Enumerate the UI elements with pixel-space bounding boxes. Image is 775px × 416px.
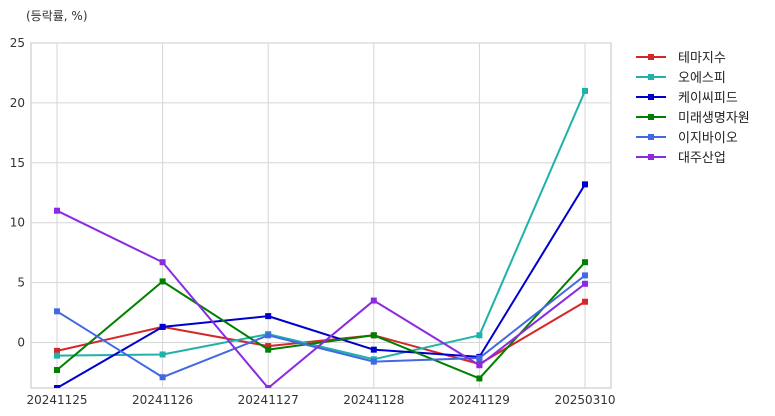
data-point <box>582 181 588 188</box>
data-point <box>159 259 166 266</box>
legend-swatch-marker <box>648 94 654 100</box>
series-line <box>56 261 586 380</box>
data-point <box>54 347 60 354</box>
x-tick-label: 20250310 <box>554 393 615 407</box>
legend-label: 대주산업 <box>678 151 726 166</box>
data-point <box>476 355 483 362</box>
data-point <box>370 358 377 365</box>
x-tick-label: 20241125 <box>26 393 87 407</box>
series-6 <box>54 207 588 388</box>
data-point <box>582 259 588 266</box>
data-point <box>54 385 60 388</box>
data-point <box>370 332 377 339</box>
data-point <box>54 367 60 374</box>
y-tick-label: 0 <box>17 335 25 349</box>
data-point <box>54 308 60 315</box>
legend-swatch-marker <box>648 154 654 160</box>
data-point <box>265 346 272 353</box>
data-point <box>159 278 166 285</box>
data-point <box>54 207 60 214</box>
y-tick-label: 25 <box>10 36 25 50</box>
series-4 <box>54 259 588 382</box>
series-line <box>56 209 586 388</box>
data-point <box>476 332 483 339</box>
series-lines <box>54 87 588 388</box>
data-point <box>582 87 588 94</box>
legend-label: 오에스피 <box>678 71 726 86</box>
series-5 <box>54 272 588 381</box>
x-tick-label: 20241126 <box>132 393 193 407</box>
data-point <box>265 385 272 388</box>
legend-label: 이지바이오 <box>678 131 738 146</box>
data-point <box>370 297 377 304</box>
y-tick-label: 10 <box>10 216 25 230</box>
data-point <box>159 323 166 330</box>
x-tick-label: 20241127 <box>238 393 299 407</box>
data-point <box>265 343 272 350</box>
axes: 0 5 10 15 20 25 20241125 20241126 20241127 202411… <box>10 36 616 407</box>
data-point <box>54 352 60 359</box>
data-point <box>265 332 272 339</box>
data-point <box>265 313 272 320</box>
legend-swatch-marker <box>648 54 654 60</box>
x-tick-label: 20241129 <box>449 393 510 407</box>
data-point <box>476 362 483 369</box>
y-axis-label: (등락률, %) <box>26 9 88 23</box>
data-point <box>370 346 377 353</box>
legend-swatch-marker <box>648 74 654 80</box>
legend-label: 미래생명자원 <box>678 111 750 126</box>
y-tick-label: 15 <box>10 156 25 170</box>
legend-swatch-marker <box>648 114 654 120</box>
data-point <box>582 272 588 279</box>
data-point <box>159 351 166 358</box>
y-tick-label: 5 <box>17 276 25 290</box>
legend-label: 케이씨피드 <box>678 91 738 106</box>
data-point <box>582 280 588 287</box>
series-line <box>56 183 586 388</box>
data-point <box>159 374 166 381</box>
data-point <box>476 375 483 382</box>
legend-label: 테마지수 <box>678 51 726 66</box>
legend-swatch-marker <box>648 134 654 140</box>
data-point <box>582 298 588 305</box>
series-line <box>56 300 586 366</box>
x-tick-label: 20241128 <box>343 393 404 407</box>
series-2 <box>54 87 588 363</box>
series-line <box>56 90 586 361</box>
series-line <box>56 274 586 379</box>
y-tick-label: 20 <box>10 96 25 110</box>
